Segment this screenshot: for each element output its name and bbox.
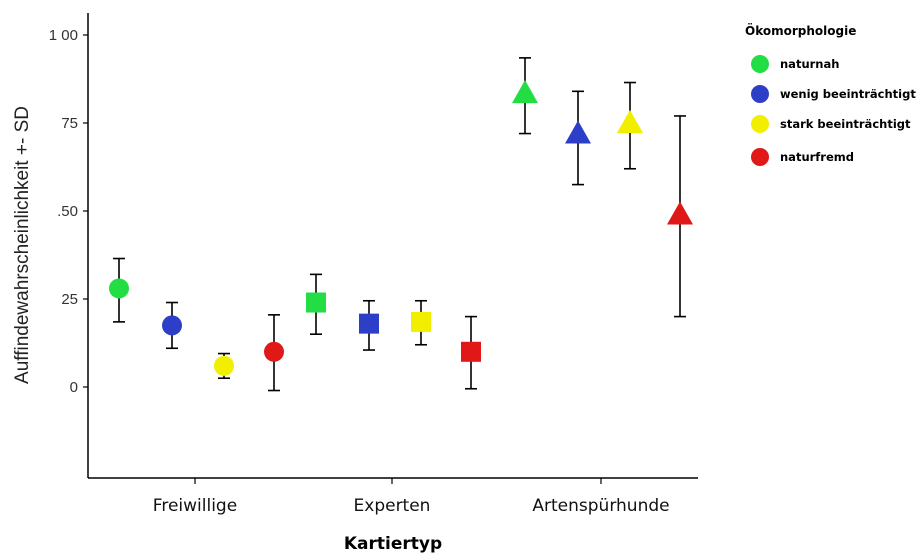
- x-category-label: Freiwillige: [153, 496, 237, 516]
- y-ticks: 0 25 .50 75 1 00: [49, 27, 88, 396]
- legend-title: Ökomorphologie: [745, 23, 856, 38]
- data-point-circle: [109, 278, 129, 299]
- data-point-square: [306, 292, 326, 313]
- legend: Ökomorphologie naturnah wenig beeinträcht…: [745, 23, 916, 166]
- legend-item: stark beeinträchtigt: [751, 115, 911, 133]
- legend-swatch: [751, 115, 769, 133]
- y-tick-label: 25: [61, 291, 78, 308]
- legend-label: naturfremd: [780, 150, 854, 164]
- axes: [87, 13, 698, 479]
- data-point-square: [411, 311, 431, 332]
- error-bars: [113, 57, 686, 392]
- legend-swatch: [751, 85, 769, 103]
- legend-swatch: [751, 55, 769, 73]
- y-axis-title: Auffindewahrscheinlichkeit +- SD: [12, 106, 33, 384]
- legend-item: naturnah: [751, 55, 839, 73]
- y-tick-label: 75: [61, 115, 78, 132]
- y-tick-label: 1 00: [49, 27, 78, 44]
- data-point-circle: [214, 355, 234, 376]
- legend-label: stark beeinträchtigt: [780, 117, 911, 131]
- legend-item: naturfremd: [751, 148, 854, 166]
- data-point-square: [359, 313, 379, 334]
- x-category-labels: Freiwillige Experten Artenspürhunde: [153, 478, 670, 516]
- data-point-square: [461, 341, 481, 362]
- legend-swatch: [751, 148, 769, 166]
- x-axis-title: Kartiertyp: [344, 534, 442, 554]
- x-category-label: Experten: [354, 496, 431, 516]
- data-point-circle: [162, 315, 182, 336]
- y-tick-label: .50: [57, 203, 78, 220]
- x-category-label: Artenspürhunde: [532, 496, 669, 516]
- legend-label: wenig beeinträchtigt: [780, 87, 916, 101]
- data-point-triangle: [512, 80, 538, 104]
- legend-label: naturnah: [780, 57, 839, 71]
- legend-item: wenig beeinträchtigt: [751, 85, 916, 103]
- data-point-circle: [264, 341, 284, 362]
- data-markers: [109, 80, 693, 376]
- data-point-triangle: [667, 201, 693, 225]
- y-tick-label: 0: [70, 379, 78, 396]
- legend-entries: naturnah wenig beeinträchtigt stark beeint…: [751, 55, 916, 166]
- data-point-triangle: [565, 120, 591, 144]
- data-point-triangle: [617, 110, 643, 133]
